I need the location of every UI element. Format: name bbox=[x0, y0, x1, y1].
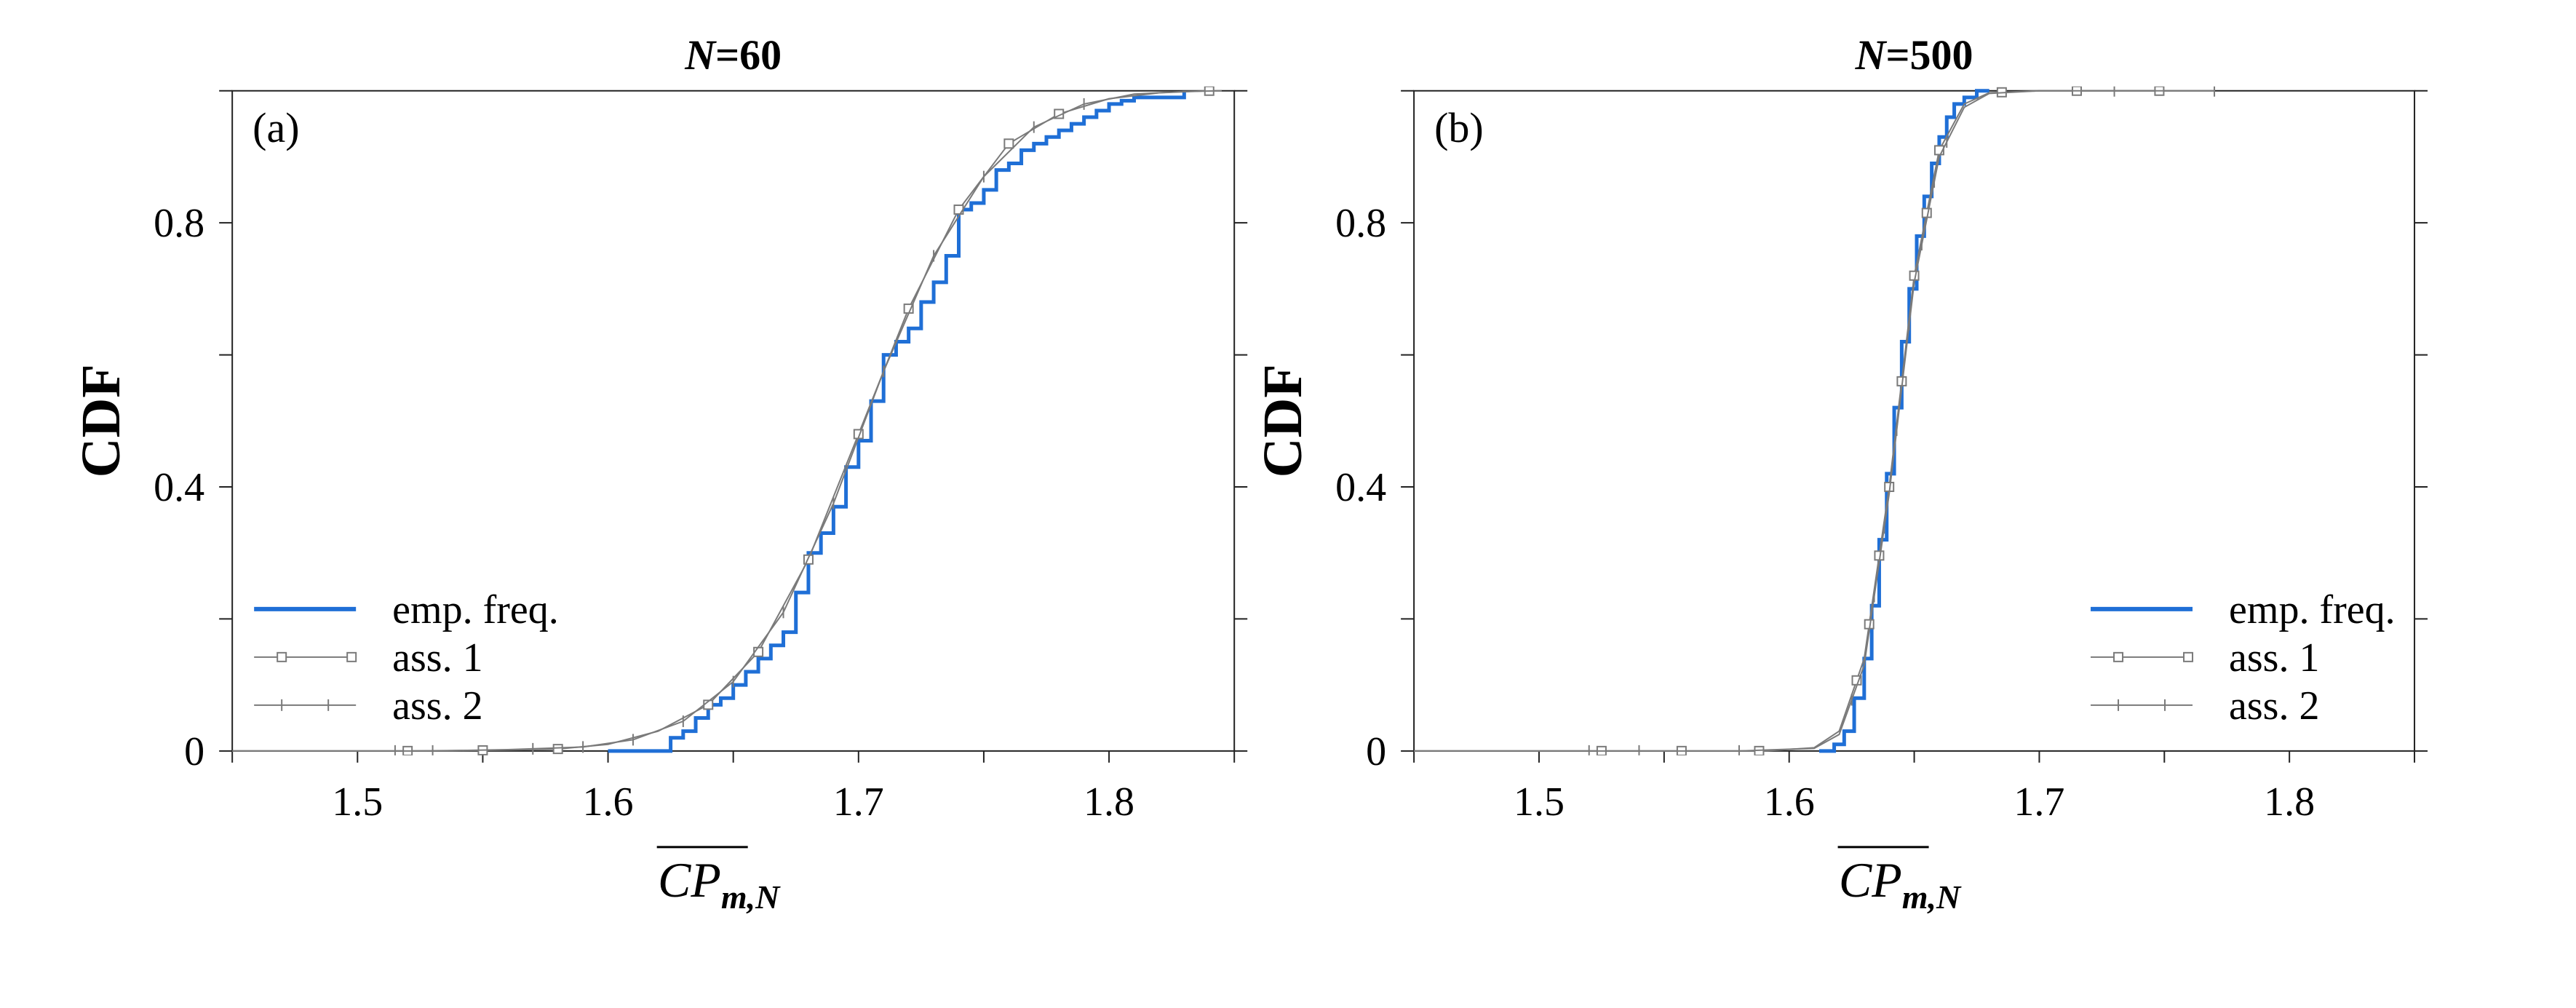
title-value: =60 bbox=[715, 31, 782, 79]
x-tick-label: 1.6 bbox=[583, 779, 634, 825]
x-tick-label: 1.5 bbox=[332, 779, 383, 825]
legend-square-marker bbox=[277, 651, 287, 662]
panel-a: 0 0.4 0.8 1.5 1.6 1.7 1.8 N=60 (a) CDF CPm,N emp. f… bbox=[71, 31, 1248, 916]
legend-square-marker bbox=[2183, 651, 2194, 662]
series-ass2-line bbox=[1414, 90, 2215, 752]
y-axis-label: CDF bbox=[71, 364, 132, 477]
series-ass1-line bbox=[1414, 90, 2165, 752]
y-tick-label: 0.4 bbox=[154, 465, 204, 510]
x-tick-label: 1.7 bbox=[833, 779, 884, 825]
x-axis-label: CPm,N bbox=[1839, 852, 1962, 916]
x-tick-label: 1.8 bbox=[2264, 779, 2315, 825]
y-tick-label: 0.8 bbox=[1335, 201, 1386, 246]
x-tick-label: 1.6 bbox=[1764, 779, 1815, 825]
x-tick-label: 1.8 bbox=[1084, 779, 1134, 825]
legend-entry-3: ass. 2 bbox=[2091, 683, 2319, 729]
panel-label: (a) bbox=[253, 104, 299, 151]
title-value: =500 bbox=[1885, 31, 1973, 79]
legend-square-marker bbox=[2113, 651, 2124, 662]
x-axis-label-subscript: m,N bbox=[1902, 878, 1962, 916]
legend-entry-2: ass. 1 bbox=[254, 635, 483, 680]
title-variable: N bbox=[1855, 31, 1888, 79]
plot-area bbox=[1414, 86, 2216, 755]
legend-entry-2: ass. 1 bbox=[2091, 635, 2319, 680]
legend-entry-1: emp. freq. bbox=[2091, 587, 2396, 632]
panel-title: N=500 bbox=[1855, 31, 1973, 79]
plot-area bbox=[232, 86, 1222, 755]
panel-b: 0 0.4 0.8 1.5 1.6 1.7 1.8 N=500 (b) CDF CPm,N emp. … bbox=[1252, 31, 2428, 916]
ass1-square-marker bbox=[1003, 138, 1014, 149]
legend-label: emp. freq. bbox=[392, 587, 559, 632]
y-tick-label: 0.8 bbox=[154, 201, 204, 246]
panel-label: (b) bbox=[1434, 104, 1484, 151]
panel-title: N=60 bbox=[684, 31, 782, 79]
y-tick-label: 0 bbox=[184, 729, 204, 774]
plot-frame bbox=[231, 90, 1236, 752]
legend-label: ass. 2 bbox=[392, 683, 482, 729]
series-emp-freq-line bbox=[1818, 89, 1989, 753]
legend-square-marker bbox=[346, 651, 357, 662]
y-tick-label: 0 bbox=[1366, 729, 1386, 774]
title-variable: N bbox=[684, 31, 717, 79]
legend-entry-1: emp. freq. bbox=[254, 587, 559, 632]
x-tick-label: 1.5 bbox=[1514, 779, 1565, 825]
x-axis-label-subscript: m,N bbox=[721, 878, 781, 916]
y-tick-label: 0.4 bbox=[1335, 465, 1386, 510]
ass1-square-marker bbox=[552, 744, 563, 755]
x-axis-label-main: CP bbox=[1839, 852, 1902, 908]
legend-label: ass. 1 bbox=[392, 635, 482, 680]
x-tick-label: 1.7 bbox=[2014, 779, 2064, 825]
series-ass1-line bbox=[232, 90, 1209, 752]
legend-label: ass. 2 bbox=[2229, 683, 2319, 729]
series-ass2-line bbox=[232, 90, 1222, 752]
y-axis-label: CDF bbox=[1252, 364, 1313, 477]
x-axis-label: CPm,N bbox=[658, 852, 781, 916]
series-emp-freq-line bbox=[608, 90, 1186, 753]
x-axis-label-main: CP bbox=[658, 852, 721, 908]
legend-label: emp. freq. bbox=[2229, 587, 2396, 632]
legend-entry-3: ass. 2 bbox=[254, 683, 483, 729]
legend-label: ass. 1 bbox=[2229, 635, 2319, 680]
